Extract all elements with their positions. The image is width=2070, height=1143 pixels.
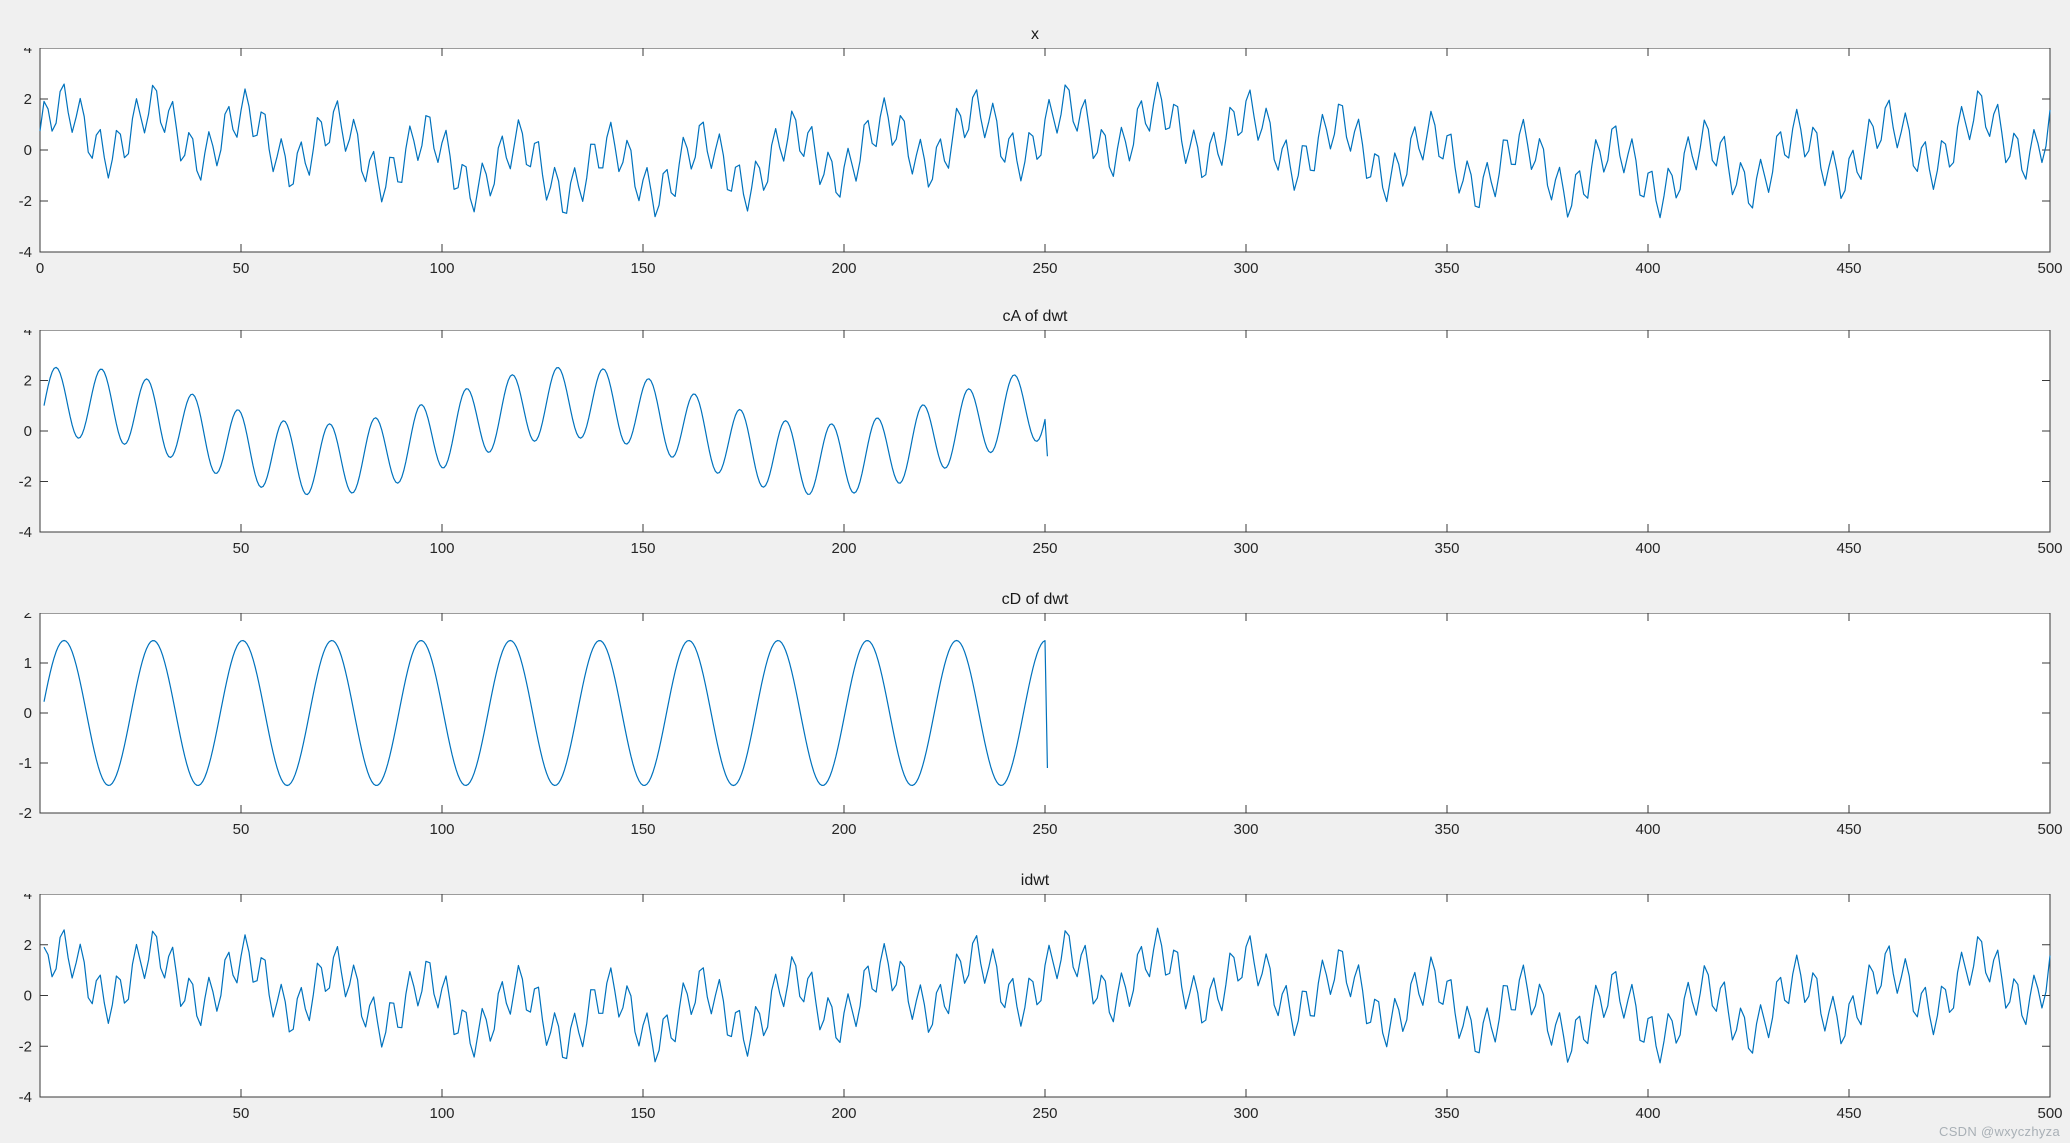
y-tick-label: 0: [24, 423, 32, 440]
y-tick-label: 4: [24, 894, 32, 903]
plot-area: [39, 894, 2051, 1098]
signal-line-idwt: [43, 927, 2051, 1064]
plot-area: [39, 48, 2051, 253]
y-tick-label: -2: [19, 1038, 32, 1055]
x-tick-label: 150: [630, 821, 655, 838]
x-tick-label: 500: [2037, 260, 2062, 277]
x-tick-label: 250: [1032, 821, 1057, 838]
x-tick-label: 350: [1434, 1105, 1459, 1122]
x-tick-label: 500: [2037, 540, 2062, 557]
x-tick-label: 150: [630, 540, 655, 557]
subplot-cd: cD of dwt 50 100 150 200 250 300 350 400 450 500 -…: [0, 587, 2070, 845]
signal-line-cD: [43, 639, 1049, 787]
signal-line-cA: [43, 366, 1049, 496]
y-tick-label: 0: [24, 988, 32, 1005]
plot-title-x: x: [1031, 26, 1039, 43]
x-tick-label: 400: [1635, 1105, 1660, 1122]
axes-idwt: 50 100 150 200 250 300 350 400 450 500 -4 -2 0 2 4: [19, 894, 2063, 1122]
x-tick-label: 300: [1233, 260, 1258, 277]
x-tick-label: 50: [233, 821, 250, 838]
x-tick-label: 0: [36, 260, 44, 277]
x-tick-label: 450: [1836, 540, 1861, 557]
plot-title-idwt: idwt: [1020, 872, 1050, 889]
x-tick-label: 200: [831, 1105, 856, 1122]
x-tick-label: 300: [1233, 540, 1258, 557]
x-tick-label: 250: [1032, 540, 1057, 557]
x-tick-label: 300: [1233, 821, 1258, 838]
x-tick-label: 200: [831, 540, 856, 557]
axes-ca: 50 100 150 200 250 300 350 400 450 500 -4 -2 0 2 4: [19, 330, 2063, 557]
x-tick-label: 100: [429, 260, 454, 277]
x-tick-label: 50: [233, 260, 250, 277]
y-tick-label: -2: [19, 193, 32, 210]
watermark: CSDN @wxyczhyza: [1939, 1124, 2060, 1139]
x-tick-label: 250: [1032, 1105, 1057, 1122]
x-tick-label: 100: [429, 1105, 454, 1122]
x-tick-label: 300: [1233, 1105, 1258, 1122]
y-tick-label: -2: [19, 805, 32, 822]
x-tick-label: 350: [1434, 260, 1459, 277]
subplot-x: x 0 50 100 150 200 250 300 350 400 450 500 -4 -2 0 2 4: [0, 22, 2070, 284]
x-tick-label: 150: [630, 1105, 655, 1122]
y-tick-label: 4: [24, 48, 32, 57]
x-tick-label: 500: [2037, 1105, 2062, 1122]
y-tick-label: 4: [24, 330, 32, 339]
y-tick-label: 2: [24, 91, 32, 108]
signal-line-x: [39, 81, 2051, 219]
y-tick-label: -1: [19, 755, 32, 772]
x-tick-label: 450: [1836, 260, 1861, 277]
x-tick-label: 400: [1635, 540, 1660, 557]
y-tick-label: -4: [19, 524, 32, 541]
plot-area: [39, 330, 2051, 533]
x-tick-label: 50: [233, 540, 250, 557]
y-tick-label: -4: [19, 1089, 32, 1106]
y-tick-label: 0: [24, 705, 32, 722]
y-tick-label: 2: [24, 613, 32, 622]
plot-title-cd: cD of dwt: [1001, 591, 1069, 608]
y-tick-label: -2: [19, 474, 32, 491]
y-tick-label: 2: [24, 373, 32, 390]
subplot-idwt: idwt 50 100 150 200 250 300 350 400 450 500 -4 -2 0 2…: [0, 868, 2070, 1129]
x-tick-label: 150: [630, 260, 655, 277]
x-tick-label: 450: [1836, 821, 1861, 838]
x-tick-label: 450: [1836, 1105, 1861, 1122]
axes-x: 0 50 100 150 200 250 300 350 400 450 500 -4 -2 0 2 4: [19, 48, 2063, 277]
x-tick-label: 100: [429, 540, 454, 557]
x-tick-label: 50: [233, 1105, 250, 1122]
x-tick-label: 200: [831, 260, 856, 277]
x-tick-label: 100: [429, 821, 454, 838]
x-tick-label: 400: [1635, 260, 1660, 277]
x-tick-label: 400: [1635, 821, 1660, 838]
y-tick-label: 2: [24, 937, 32, 954]
subplot-ca: cA of dwt 50 100 150 200 250 300 350 400 450 500 -…: [0, 304, 2070, 564]
x-tick-label: 200: [831, 821, 856, 838]
y-tick-label: 1: [24, 655, 32, 672]
y-tick-label: -4: [19, 244, 32, 261]
axes-cd: 50 100 150 200 250 300 350 400 450 500 -2 -1 0 1 2: [19, 613, 2063, 838]
x-tick-label: 250: [1032, 260, 1057, 277]
plot-title-ca: cA of dwt: [1002, 308, 1068, 325]
x-tick-label: 350: [1434, 540, 1459, 557]
x-tick-label: 350: [1434, 821, 1459, 838]
x-tick-label: 500: [2037, 821, 2062, 838]
y-tick-label: 0: [24, 142, 32, 159]
